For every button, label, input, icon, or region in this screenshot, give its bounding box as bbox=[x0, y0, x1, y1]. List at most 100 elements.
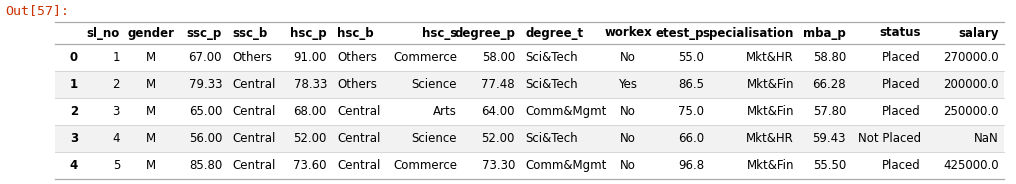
Text: 58.80: 58.80 bbox=[813, 51, 846, 64]
Text: 200000.0: 200000.0 bbox=[944, 78, 999, 91]
Text: Sci&Tech: Sci&Tech bbox=[525, 132, 578, 145]
Text: Mkt&HR: Mkt&HR bbox=[746, 132, 793, 145]
Text: workex: workex bbox=[605, 26, 652, 40]
Text: Arts: Arts bbox=[433, 105, 457, 118]
Text: Central: Central bbox=[232, 132, 275, 145]
Text: 2: 2 bbox=[70, 105, 78, 118]
Text: Others: Others bbox=[232, 51, 272, 64]
Text: Yes: Yes bbox=[619, 78, 637, 91]
Text: Central: Central bbox=[232, 159, 275, 172]
Text: 57.80: 57.80 bbox=[813, 105, 846, 118]
Text: 250000.0: 250000.0 bbox=[944, 105, 999, 118]
Text: 1: 1 bbox=[113, 51, 120, 64]
Text: specialisation: specialisation bbox=[703, 26, 793, 40]
Text: Central: Central bbox=[232, 105, 275, 118]
Text: 425000.0: 425000.0 bbox=[944, 159, 999, 172]
Text: 75.0: 75.0 bbox=[678, 105, 704, 118]
Text: 96.8: 96.8 bbox=[678, 159, 704, 172]
Text: 73.30: 73.30 bbox=[482, 159, 515, 172]
Text: etest_p: etest_p bbox=[655, 26, 704, 40]
Text: Comm&Mgmt: Comm&Mgmt bbox=[525, 159, 607, 172]
Text: 68.00: 68.00 bbox=[294, 105, 327, 118]
Text: hsc_s: hsc_s bbox=[422, 26, 457, 40]
Text: 4: 4 bbox=[113, 132, 120, 145]
Text: ssc_b: ssc_b bbox=[232, 26, 267, 40]
Text: 2: 2 bbox=[113, 78, 120, 91]
Text: degree_p: degree_p bbox=[454, 26, 515, 40]
Text: 91.00: 91.00 bbox=[294, 51, 327, 64]
Bar bbox=[55, 44, 1004, 71]
Text: 66.0: 66.0 bbox=[678, 132, 704, 145]
Text: Commerce: Commerce bbox=[393, 51, 457, 64]
Text: Sci&Tech: Sci&Tech bbox=[525, 78, 578, 91]
Text: 86.5: 86.5 bbox=[678, 78, 704, 91]
Text: 4: 4 bbox=[70, 159, 78, 172]
Text: No: No bbox=[620, 132, 636, 145]
Text: Science: Science bbox=[411, 132, 457, 145]
Text: Placed: Placed bbox=[882, 105, 920, 118]
Text: 52.00: 52.00 bbox=[294, 132, 327, 145]
Text: 1: 1 bbox=[70, 78, 78, 91]
Text: 56.00: 56.00 bbox=[189, 132, 223, 145]
Text: sl_no: sl_no bbox=[86, 26, 120, 40]
Text: 65.00: 65.00 bbox=[189, 105, 223, 118]
Text: M: M bbox=[146, 105, 156, 118]
Text: 52.00: 52.00 bbox=[482, 132, 515, 145]
Text: Central: Central bbox=[337, 132, 380, 145]
Text: Mkt&Fin: Mkt&Fin bbox=[747, 78, 793, 91]
Bar bbox=[55, 98, 1004, 125]
Text: 5: 5 bbox=[113, 159, 120, 172]
Text: 55.0: 55.0 bbox=[678, 51, 704, 64]
Text: NaN: NaN bbox=[974, 132, 999, 145]
Text: Science: Science bbox=[411, 78, 457, 91]
Text: Central: Central bbox=[232, 78, 275, 91]
Text: 64.00: 64.00 bbox=[482, 105, 515, 118]
Text: 58.00: 58.00 bbox=[482, 51, 515, 64]
Text: degree_t: degree_t bbox=[525, 26, 583, 40]
Bar bbox=[55, 22, 1004, 44]
Text: Mkt&Fin: Mkt&Fin bbox=[747, 159, 793, 172]
Bar bbox=[55, 71, 1004, 98]
Text: 3: 3 bbox=[113, 105, 120, 118]
Text: M: M bbox=[146, 132, 156, 145]
Text: salary: salary bbox=[958, 26, 999, 40]
Text: Sci&Tech: Sci&Tech bbox=[525, 51, 578, 64]
Text: Mkt&Fin: Mkt&Fin bbox=[747, 105, 793, 118]
Text: No: No bbox=[620, 159, 636, 172]
Text: M: M bbox=[146, 51, 156, 64]
Text: Comm&Mgmt: Comm&Mgmt bbox=[525, 105, 607, 118]
Text: Placed: Placed bbox=[882, 78, 920, 91]
Text: gender: gender bbox=[127, 26, 175, 40]
Text: 79.33: 79.33 bbox=[189, 78, 223, 91]
Text: 0: 0 bbox=[70, 51, 78, 64]
Text: Central: Central bbox=[337, 159, 380, 172]
Text: mba_p: mba_p bbox=[804, 26, 846, 40]
Text: ssc_p: ssc_p bbox=[187, 26, 223, 40]
Text: 77.48: 77.48 bbox=[482, 78, 515, 91]
Text: M: M bbox=[146, 159, 156, 172]
Text: Out[57]:: Out[57]: bbox=[5, 4, 69, 17]
Text: hsc_b: hsc_b bbox=[337, 26, 374, 40]
Text: Not Placed: Not Placed bbox=[858, 132, 920, 145]
Text: Mkt&HR: Mkt&HR bbox=[746, 51, 793, 64]
Text: 55.50: 55.50 bbox=[813, 159, 846, 172]
Text: hsc_p: hsc_p bbox=[291, 26, 327, 40]
Bar bbox=[55, 152, 1004, 179]
Text: 78.33: 78.33 bbox=[294, 78, 327, 91]
Text: Others: Others bbox=[337, 51, 377, 64]
Text: Others: Others bbox=[337, 78, 377, 91]
Text: 66.28: 66.28 bbox=[813, 78, 846, 91]
Text: 67.00: 67.00 bbox=[189, 51, 223, 64]
Text: Placed: Placed bbox=[882, 159, 920, 172]
Text: 73.60: 73.60 bbox=[294, 159, 327, 172]
Text: Placed: Placed bbox=[882, 51, 920, 64]
Text: 59.43: 59.43 bbox=[813, 132, 846, 145]
Text: Commerce: Commerce bbox=[393, 159, 457, 172]
Bar bbox=[55, 125, 1004, 152]
Text: No: No bbox=[620, 105, 636, 118]
Text: M: M bbox=[146, 78, 156, 91]
Text: 270000.0: 270000.0 bbox=[944, 51, 999, 64]
Text: 3: 3 bbox=[70, 132, 78, 145]
Text: Central: Central bbox=[337, 105, 380, 118]
Text: 85.80: 85.80 bbox=[189, 159, 223, 172]
